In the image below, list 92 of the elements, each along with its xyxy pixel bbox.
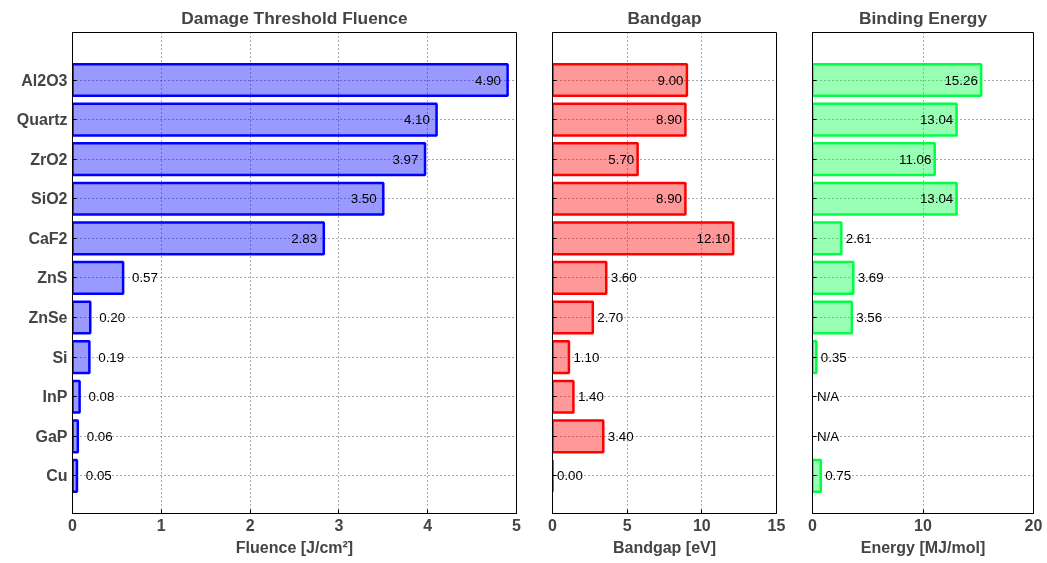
data-label: 3.40 [607,428,634,444]
chart-title: Binding Energy [858,7,988,28]
data-label: 0.08 [88,389,115,405]
y-tick-label: GaP [35,427,68,445]
data-label: 1.10 [573,349,600,365]
bar [812,181,958,216]
bar [552,419,605,454]
data-label: 4.10 [403,112,430,128]
y-tick-label: SiO2 [31,190,68,208]
bar [552,102,687,137]
x-tick-label: 4 [423,516,433,534]
bar [812,102,958,137]
bar [552,221,735,256]
y-tick-label: CaF2 [28,229,68,247]
bar [552,142,639,177]
data-label: 0.19 [98,349,125,365]
bar [812,340,818,375]
y-tick-label: InP [42,388,68,406]
x-tick-label: 10 [692,516,711,534]
data-label: 0.00 [556,468,583,484]
data-label: 5.70 [608,151,635,167]
data-label: 2.70 [597,310,624,326]
data-label: 0.57 [132,270,158,286]
bar [72,62,509,98]
x-tick-label: 20 [1024,516,1043,534]
bar [72,142,427,177]
bar [72,379,81,414]
data-label: 4.90 [475,72,501,88]
x-tick-label: 3 [334,516,344,534]
bar [552,181,687,216]
x-tick-label: 0 [808,516,818,534]
bar [552,62,689,98]
y-tick-label: Al2O3 [21,71,68,89]
y-tick-label: Quartz [16,111,68,129]
bar [552,379,575,414]
x-tick-label: 5 [622,516,632,534]
y-tick-label: ZrO2 [30,150,68,168]
data-label: 3.97 [392,151,419,167]
y-tick-label: ZnS [37,269,68,287]
bar [72,300,92,335]
data-label: 12.10 [696,230,730,246]
bar [72,102,438,137]
data-label: 13.04 [919,191,954,207]
x-tick-label: 0 [68,516,78,534]
data-label: 1.40 [577,389,604,405]
bar [72,260,125,296]
data-label: 3.69 [857,270,884,286]
bar [72,221,326,256]
data-label: 3.56 [856,310,883,326]
chart-title: Bandgap [627,7,702,28]
y-tick-label: Cu [46,467,68,485]
chart-title: Damage Threshold Fluence [181,7,408,28]
data-label: 8.90 [656,191,683,207]
x-tick-label: 5 [512,516,522,534]
bar [812,221,843,256]
text: N/A [816,389,840,405]
data-label: 0.35 [820,349,847,365]
text: N/A [816,428,840,444]
data-label: 0.75 [825,468,852,484]
data-label: 11.06 [899,151,932,167]
data-label: 9.00 [657,72,684,88]
data-label: 0.06 [86,428,113,444]
x-axis-title: Bandgap [eV] [612,538,717,556]
x-axis-title: Fluence [J/cm²] [235,538,354,556]
bar [812,300,854,335]
x-tick-label: 1 [156,516,166,534]
data-label: 2.83 [291,230,318,246]
data-label: 15.26 [944,72,978,88]
data-label: 8.90 [656,112,683,128]
x-axis-title: Energy [MJ/mol] [860,538,986,556]
x-tick-label: 10 [914,516,932,534]
bar [812,260,855,296]
data-label: 3.50 [350,191,377,207]
y-tick-label: Si [52,348,68,366]
y-tick-label: ZnSe [28,309,68,327]
bar [72,419,80,454]
x-tick-label: 15 [767,516,786,534]
bar [812,458,823,493]
x-tick-label: 0 [548,516,558,534]
data-label: 0.05 [85,468,112,484]
data-label: 2.61 [845,230,872,246]
bar [812,142,936,177]
bar [812,62,983,98]
bar [552,300,595,335]
bar [72,340,91,375]
data-label: 3.60 [610,270,637,286]
x-tick-label: 2 [245,516,255,534]
bar [552,260,608,296]
data-label: 13.04 [919,112,954,128]
bar [552,340,571,375]
bar [72,181,385,216]
data-label: 0.20 [99,310,126,326]
